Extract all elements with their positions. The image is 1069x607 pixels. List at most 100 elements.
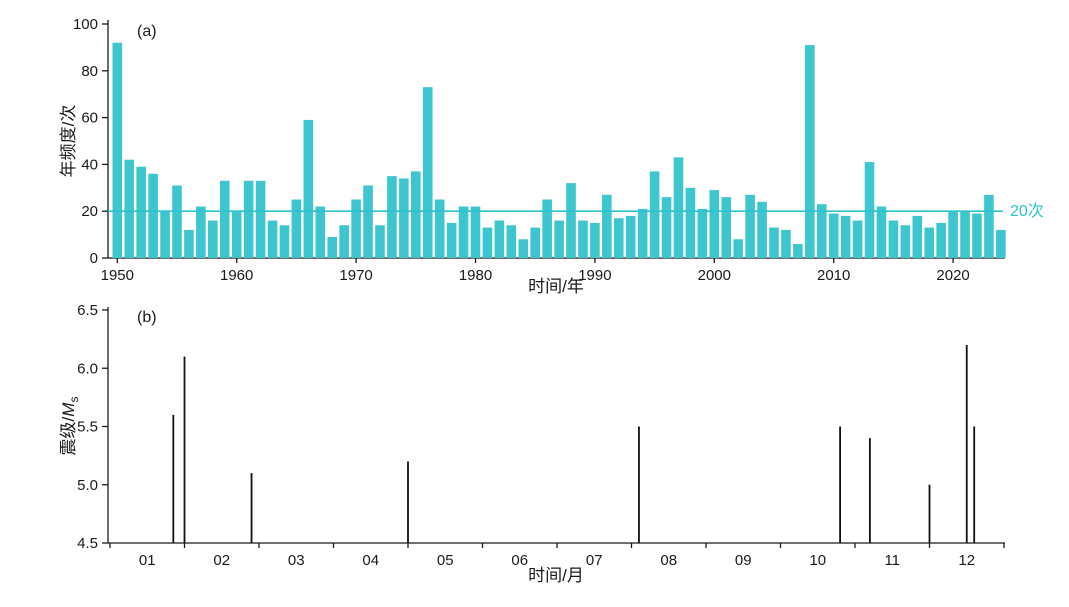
x-tick-label: 1960 — [220, 267, 253, 284]
y-tick-label: 6.5 — [77, 302, 98, 319]
bar — [984, 194, 994, 258]
y-tick-label: 20 — [81, 203, 98, 220]
bar — [697, 208, 708, 258]
bar — [912, 215, 923, 258]
bars — [112, 42, 1006, 259]
bar — [613, 218, 624, 258]
y-tick-label: 5.0 — [77, 477, 98, 494]
bar — [542, 199, 552, 258]
bar — [291, 199, 302, 258]
bar — [948, 211, 958, 258]
x-tick-label: 2000 — [698, 267, 731, 284]
stems — [172, 344, 976, 543]
bar — [434, 199, 445, 258]
bar — [840, 215, 851, 258]
bar — [805, 45, 815, 259]
bar — [208, 220, 218, 258]
bar — [422, 87, 433, 259]
bar — [661, 197, 672, 258]
bar — [196, 206, 206, 258]
bar — [482, 227, 493, 258]
bar — [231, 211, 242, 258]
x-tick-label: 12 — [958, 552, 975, 569]
bar — [375, 225, 385, 258]
bar — [578, 220, 588, 258]
x-tick-label: 08 — [660, 552, 677, 569]
x-tick-label: 09 — [735, 552, 752, 569]
bar — [327, 236, 338, 258]
bar — [446, 222, 457, 258]
bar — [160, 211, 170, 258]
bar — [136, 166, 146, 258]
monthly-magnitude-stem-chart: 4.5 5.0 5.5 6.0 6.5 01 02 03 04 05 06 07 08 09 10 11 12 (… — [59, 302, 1005, 585]
bar — [470, 206, 481, 258]
y-tick-label: 4.5 — [77, 535, 98, 552]
x-tick-label: 1990 — [578, 267, 611, 284]
y-axis-title: 年频度/次 — [59, 105, 78, 178]
y-tick-label: 0 — [90, 250, 98, 267]
threshold-label: 20次 — [1010, 202, 1044, 220]
x-tick-label: 07 — [586, 552, 603, 569]
annual-frequency-bar-chart: 0 20 40 60 80 100 1950 1960 1970 1980 1990 2000 2010… — [59, 16, 1044, 296]
bar — [339, 225, 349, 258]
y-tick-label: 6.0 — [77, 360, 98, 377]
bar — [996, 229, 1006, 258]
bar — [709, 190, 720, 258]
x-tick-label: 04 — [362, 552, 379, 569]
x-axis-title: 时间/月 — [528, 566, 584, 585]
bar — [900, 225, 911, 258]
x-tick-label: 2010 — [817, 267, 850, 284]
bar — [124, 159, 135, 258]
bar — [733, 239, 743, 258]
y-tick-label: 100 — [73, 16, 98, 33]
bar — [530, 227, 540, 258]
x-tick-label: 10 — [809, 552, 826, 569]
bar — [303, 119, 314, 258]
bar — [494, 220, 505, 258]
bar — [279, 225, 290, 258]
y-tick-label: 60 — [81, 110, 98, 127]
x-tick-label: 06 — [511, 552, 528, 569]
bar — [363, 185, 373, 258]
bar — [566, 183, 576, 258]
x-tick-label: 1950 — [101, 267, 134, 284]
y-tick-label: 80 — [81, 63, 98, 80]
panel-b-label: (b) — [137, 309, 157, 326]
x-tick-label: 01 — [139, 552, 156, 569]
bar — [793, 243, 803, 258]
bar — [112, 42, 123, 258]
bar — [602, 194, 612, 258]
bar — [864, 162, 875, 258]
bar — [769, 227, 779, 258]
bar — [243, 180, 254, 258]
y-axis-title: 震级/Ms — [59, 397, 81, 456]
bar — [518, 239, 529, 258]
bar — [649, 171, 660, 258]
bar — [637, 208, 648, 258]
bar — [673, 157, 684, 258]
bar — [852, 220, 863, 258]
bar — [757, 201, 767, 258]
bar — [685, 187, 696, 258]
x-tick-label: 05 — [437, 552, 454, 569]
bar — [458, 206, 469, 258]
bar — [625, 215, 636, 258]
bar — [828, 213, 839, 258]
bar — [267, 220, 278, 258]
bar — [411, 171, 421, 258]
bar — [888, 220, 899, 258]
bar — [387, 176, 397, 258]
bar — [816, 204, 827, 258]
bar — [351, 199, 361, 258]
bar — [781, 229, 791, 258]
bar — [184, 229, 194, 258]
bar — [172, 185, 182, 258]
bar — [399, 178, 409, 258]
bar — [936, 222, 946, 258]
x-tick-label: 11 — [884, 552, 900, 569]
bar — [554, 220, 564, 258]
bar — [972, 213, 982, 258]
y-tick-label: 5.5 — [77, 419, 98, 436]
x-axis-title: 时间/年 — [528, 277, 584, 296]
